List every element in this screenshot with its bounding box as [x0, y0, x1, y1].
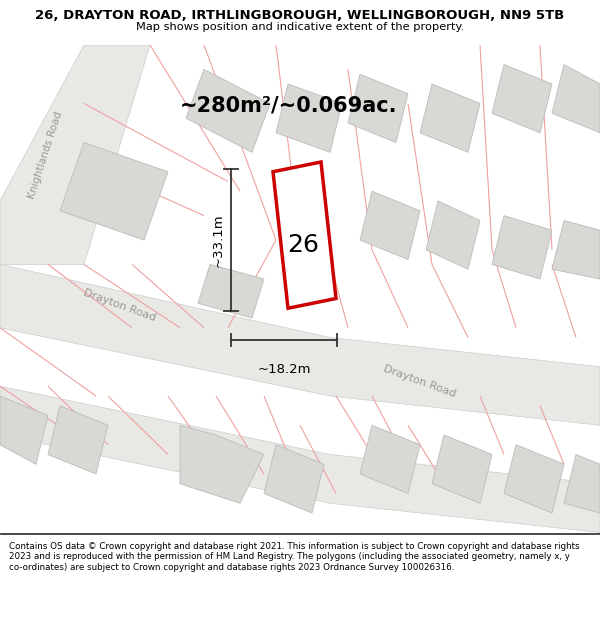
- Polygon shape: [492, 64, 552, 132]
- Polygon shape: [492, 216, 552, 279]
- Polygon shape: [552, 64, 600, 132]
- Text: Map shows position and indicative extent of the property.: Map shows position and indicative extent…: [136, 22, 464, 32]
- Polygon shape: [360, 191, 420, 259]
- Polygon shape: [432, 435, 492, 503]
- Text: Drayton Road: Drayton Road: [82, 288, 158, 324]
- Polygon shape: [0, 396, 48, 464]
- Polygon shape: [186, 69, 270, 152]
- Text: ~18.2m: ~18.2m: [257, 363, 311, 376]
- Polygon shape: [180, 425, 264, 503]
- Polygon shape: [0, 45, 150, 264]
- Text: Contains OS data © Crown copyright and database right 2021. This information is : Contains OS data © Crown copyright and d…: [9, 542, 580, 571]
- Polygon shape: [0, 386, 600, 532]
- Text: ~280m²/~0.069ac.: ~280m²/~0.069ac.: [179, 96, 397, 116]
- Polygon shape: [264, 445, 324, 513]
- Text: ~33.1m: ~33.1m: [211, 213, 224, 267]
- Polygon shape: [0, 264, 600, 425]
- Polygon shape: [426, 201, 480, 269]
- Polygon shape: [420, 84, 480, 152]
- Text: 26, DRAYTON ROAD, IRTHLINGBOROUGH, WELLINGBOROUGH, NN9 5TB: 26, DRAYTON ROAD, IRTHLINGBOROUGH, WELLI…: [35, 9, 565, 22]
- Text: Knightlands Road: Knightlands Road: [26, 110, 64, 199]
- Polygon shape: [48, 406, 108, 474]
- Polygon shape: [504, 445, 564, 513]
- Polygon shape: [552, 221, 600, 279]
- Polygon shape: [273, 162, 336, 308]
- Polygon shape: [360, 425, 420, 494]
- Text: Drayton Road: Drayton Road: [382, 364, 458, 399]
- Polygon shape: [60, 142, 168, 240]
- Text: 26: 26: [287, 233, 319, 257]
- Polygon shape: [348, 74, 408, 142]
- Polygon shape: [564, 454, 600, 513]
- Polygon shape: [198, 264, 264, 318]
- Polygon shape: [276, 84, 342, 152]
